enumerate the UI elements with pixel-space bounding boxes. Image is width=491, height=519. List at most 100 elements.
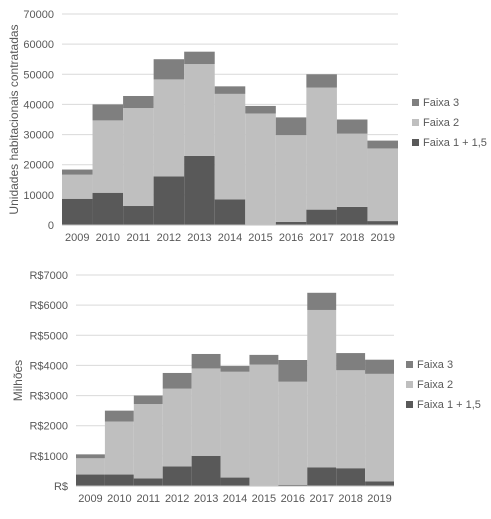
bar-segment: [306, 209, 337, 225]
x-tick-label: 2018: [340, 232, 364, 244]
chart-1: 0 10000 20000 30000 40000 50000 60000 70000 2009…: [7, 9, 487, 244]
y-tick-label: R$4000: [29, 360, 68, 372]
bar-segment: [153, 79, 185, 177]
bar-segment: [214, 199, 246, 225]
bar-segment: [245, 105, 276, 114]
x-tick-label: 2016: [279, 232, 303, 244]
bar-segment: [162, 372, 192, 389]
legend-swatch: [412, 99, 419, 106]
y-tick-label: R$2000: [29, 421, 68, 433]
x-tick-label: 2013: [187, 232, 211, 244]
bar-segment: [104, 474, 134, 486]
bar-segment: [153, 176, 185, 225]
bar-segment: [336, 206, 368, 225]
x-tick-label: 2012: [157, 232, 181, 244]
bar-segment: [104, 410, 134, 422]
x-tick-label: 2017: [309, 493, 333, 505]
bar-segment: [214, 93, 246, 200]
bar-segment: [220, 371, 250, 478]
bar-segment: [336, 370, 366, 469]
bar-segment: [92, 120, 124, 193]
bar-segment: [191, 353, 221, 369]
x-tick-label: 2011: [136, 493, 160, 505]
y-tick-label: 60000: [23, 39, 54, 51]
x-tick-label: 2012: [165, 493, 189, 505]
bar-segment: [336, 468, 366, 486]
bar-segment: [191, 368, 221, 456]
bar-segment: [62, 174, 93, 199]
y-axis-label: Unidades habitacionais contratadas: [7, 24, 21, 214]
bar-segment: [336, 119, 368, 134]
x-tick-label: 2018: [338, 493, 362, 505]
bar-segment: [367, 140, 398, 149]
bar-segment: [249, 364, 279, 486]
bar-segment: [367, 148, 398, 222]
x-tick-label: 2010: [107, 493, 131, 505]
x-tick-label: 2009: [65, 232, 89, 244]
bar-segment: [191, 455, 221, 486]
legend-swatch: [406, 381, 413, 388]
x-tick-label: 2016: [281, 493, 305, 505]
bar-segment: [220, 477, 250, 486]
bar-segment: [249, 354, 279, 365]
bar-segment: [367, 221, 398, 225]
bar-segment: [162, 388, 192, 467]
y-tick-label: R$3000: [29, 391, 68, 403]
bar-segment: [307, 309, 337, 468]
y-tick-label: R$1000: [29, 451, 68, 463]
bar-segment: [184, 51, 215, 65]
y-tick-label: R$5000: [29, 330, 68, 342]
y-tick-label: R$7000: [29, 270, 68, 282]
bar-segment: [123, 95, 154, 109]
bar-segment: [162, 466, 192, 486]
y-tick-label: R$: [54, 481, 68, 493]
x-tick-label: 2019: [367, 493, 391, 505]
bar-segment: [275, 221, 307, 225]
bar-segment: [365, 359, 394, 374]
bar-segment: [275, 135, 307, 222]
x-tick-label: 2017: [309, 232, 333, 244]
bar-segment: [76, 458, 105, 475]
legend-label: Faixa 1 + 1,5: [417, 399, 481, 411]
bar-segment: [307, 467, 337, 486]
y-tick-label: 20000: [23, 160, 54, 172]
legend-swatch: [406, 401, 413, 408]
bar-segment: [133, 404, 163, 479]
x-tick-label: 2011: [127, 232, 151, 244]
bar-segment: [275, 117, 307, 136]
bar-segment: [306, 87, 337, 210]
bar-segment: [336, 133, 368, 207]
bar-segment: [365, 373, 394, 482]
bar-segment: [278, 484, 308, 486]
bar-segment: [184, 155, 215, 225]
x-tick-label: 2014: [218, 232, 242, 244]
bar-segment: [62, 198, 93, 225]
x-tick-label: 2015: [252, 493, 276, 505]
bar-segment: [92, 192, 124, 225]
bar-segment: [153, 59, 185, 80]
y-tick-label: 10000: [23, 190, 54, 202]
bar-segment: [123, 206, 154, 225]
y-tick-label: 30000: [23, 130, 54, 142]
y-tick-label: 40000: [23, 99, 54, 111]
x-tick-label: 2014: [223, 493, 247, 505]
bar-segment: [123, 108, 154, 207]
bar-segment: [306, 74, 337, 88]
y-tick-label: R$6000: [29, 300, 68, 312]
y-tick-label: 50000: [23, 69, 54, 81]
legend-swatch: [412, 119, 419, 126]
bar-segment: [133, 395, 163, 405]
y-axis-label: Milhões: [11, 360, 25, 401]
y-tick-label: 70000: [23, 9, 54, 21]
bar-segment: [278, 381, 308, 485]
legend-label: Faixa 2: [423, 117, 459, 129]
x-tick-label: 2015: [248, 232, 272, 244]
x-tick-label: 2010: [96, 232, 120, 244]
legend-label: Faixa 3: [423, 97, 459, 109]
x-tick-label: 2013: [194, 493, 218, 505]
bar-segment: [184, 64, 215, 156]
bar-segment: [104, 421, 134, 475]
bar-segment: [76, 474, 105, 486]
